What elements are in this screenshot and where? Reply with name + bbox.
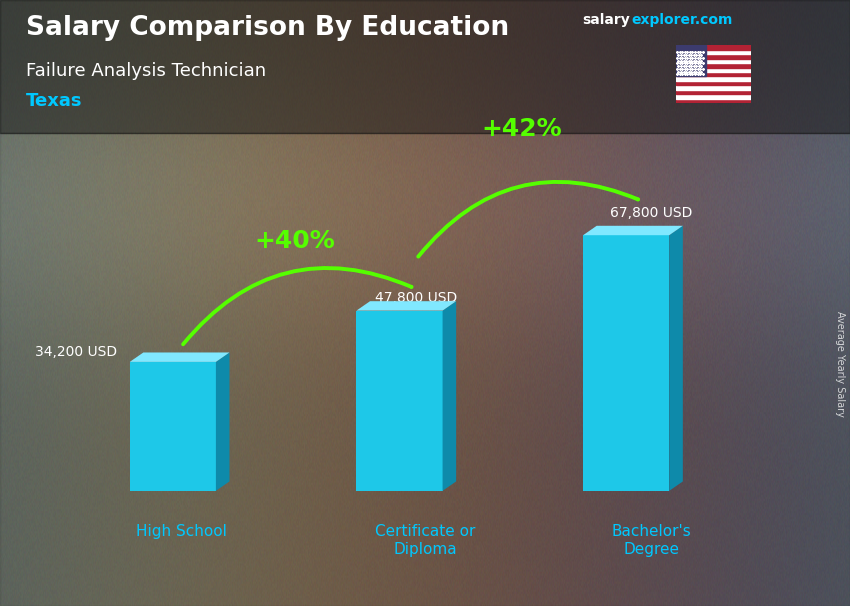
Text: explorer.com: explorer.com (632, 13, 733, 27)
Text: Bachelor's
Degree: Bachelor's Degree (612, 524, 692, 556)
Bar (583, 235, 669, 491)
Bar (676, 85, 751, 90)
Bar (676, 59, 751, 63)
Text: Salary Comparison By Education: Salary Comparison By Education (26, 15, 508, 41)
Bar (676, 90, 751, 94)
Polygon shape (216, 353, 230, 491)
Text: 47,800 USD: 47,800 USD (376, 290, 457, 305)
Bar (676, 45, 751, 50)
Text: Certificate or
Diploma: Certificate or Diploma (375, 524, 475, 556)
Polygon shape (669, 226, 683, 491)
Bar (676, 94, 751, 99)
Bar (676, 50, 751, 55)
Text: 67,800 USD: 67,800 USD (610, 206, 693, 220)
Text: High School: High School (136, 524, 227, 539)
Bar (356, 311, 443, 491)
Text: +40%: +40% (254, 228, 335, 253)
Bar (676, 68, 751, 72)
Bar (130, 362, 216, 491)
Text: +42%: +42% (481, 117, 562, 141)
Text: Failure Analysis Technician: Failure Analysis Technician (26, 62, 265, 80)
Bar (676, 72, 751, 76)
Bar (676, 45, 705, 76)
Polygon shape (130, 353, 230, 362)
Bar (676, 99, 751, 103)
Bar (676, 81, 751, 85)
Text: 34,200 USD: 34,200 USD (35, 345, 116, 359)
Bar (676, 55, 751, 59)
Polygon shape (443, 301, 456, 491)
Text: Average Yearly Salary: Average Yearly Salary (835, 311, 845, 416)
Polygon shape (583, 226, 683, 235)
Polygon shape (356, 301, 456, 311)
Bar (676, 63, 751, 68)
Text: Texas: Texas (26, 92, 82, 110)
Bar (676, 76, 751, 81)
Text: salary: salary (582, 13, 630, 27)
